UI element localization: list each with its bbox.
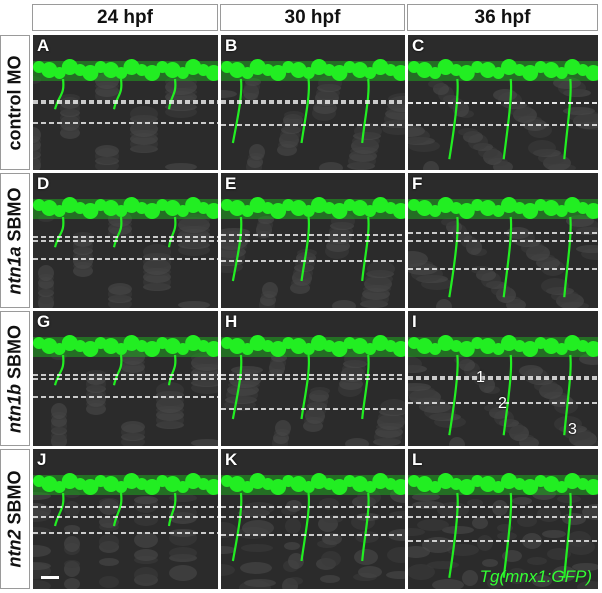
scale-bar bbox=[41, 576, 59, 579]
segment-label: 2 bbox=[498, 395, 507, 412]
micrograph-image bbox=[33, 197, 218, 308]
micrograph-image bbox=[221, 59, 405, 170]
column-header-36hpf: 36 hpf bbox=[407, 4, 598, 31]
row-suffix: SBMO bbox=[4, 324, 25, 384]
column-header-24hpf: 24 hpf bbox=[32, 4, 218, 31]
row-header-control: control MO bbox=[0, 35, 30, 170]
row-gene: ntn1b bbox=[4, 383, 25, 433]
segment-label: 3 bbox=[568, 421, 577, 438]
panel-label: I bbox=[412, 312, 417, 331]
panel-label: C bbox=[412, 36, 425, 55]
panel-label: E bbox=[225, 174, 237, 193]
row-gene: ntn1a bbox=[4, 246, 25, 295]
panel-label: D bbox=[37, 174, 50, 193]
row-header-ntn1b: ntn1b SBMO bbox=[0, 311, 30, 446]
micrograph-image bbox=[33, 473, 218, 589]
micrograph-panel: C bbox=[408, 35, 598, 170]
row-gene: ntn2 bbox=[4, 529, 25, 568]
micrograph-panel: F bbox=[408, 173, 598, 308]
panel-label: F bbox=[412, 174, 423, 193]
panel-label: G bbox=[37, 312, 51, 331]
micrograph-panel: K bbox=[221, 449, 405, 589]
micrograph-panel: E bbox=[221, 173, 405, 308]
micrograph-image bbox=[408, 335, 598, 446]
micrograph-panel: L Tg(mnx1:GFP) bbox=[408, 449, 598, 589]
micrograph-panel: D bbox=[33, 173, 218, 308]
micrograph-panel: J bbox=[33, 449, 218, 589]
micrograph-image bbox=[221, 473, 405, 589]
micrograph-panel: G bbox=[33, 311, 218, 446]
micrograph-panel: B bbox=[221, 35, 405, 170]
micrograph-image bbox=[221, 197, 405, 308]
panel-label: J bbox=[37, 450, 47, 469]
column-header-30hpf: 30 hpf bbox=[220, 4, 405, 31]
micrograph-panel: H bbox=[221, 311, 405, 446]
panel-label: K bbox=[225, 450, 238, 469]
panel-label: L bbox=[412, 450, 423, 469]
micrograph-image bbox=[33, 335, 218, 446]
row-header-ntn1a: ntn1a SBMO bbox=[0, 173, 30, 308]
micrograph-image bbox=[33, 59, 218, 170]
micrograph-image bbox=[408, 59, 598, 170]
row-header-ntn2: ntn2 SBMO bbox=[0, 449, 30, 589]
panel-label: H bbox=[225, 312, 238, 331]
panel-label: B bbox=[225, 36, 238, 55]
row-suffix: SBMO bbox=[4, 470, 25, 530]
row-suffix: SBMO bbox=[4, 186, 25, 246]
micrograph-image bbox=[408, 473, 598, 589]
row-suffix: control MO bbox=[4, 55, 25, 150]
panel-label: A bbox=[37, 36, 50, 55]
segment-label: 1 bbox=[476, 369, 485, 386]
micrograph-image bbox=[408, 197, 598, 308]
micrograph-panel: A bbox=[33, 35, 218, 170]
reporter-label: Tg(mnx1:GFP) bbox=[479, 567, 592, 586]
micrograph-image bbox=[221, 335, 405, 446]
